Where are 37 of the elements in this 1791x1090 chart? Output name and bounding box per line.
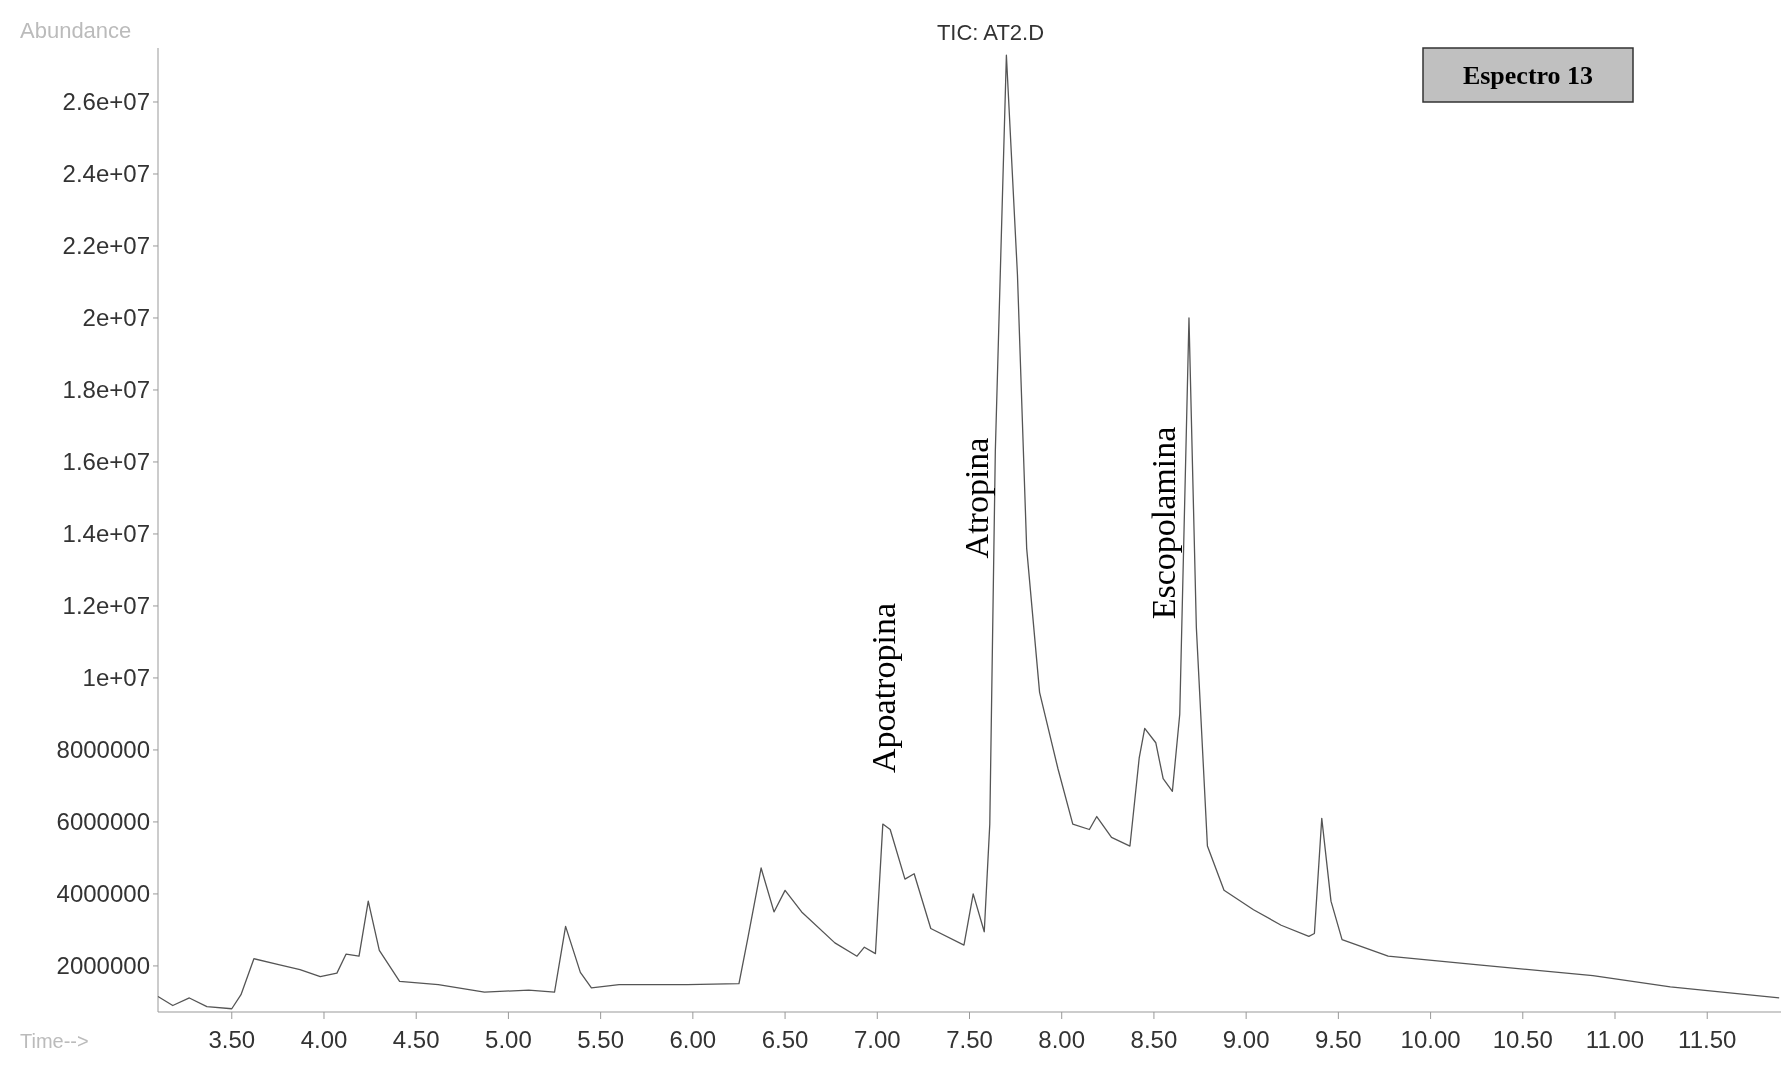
- x-tick-label: 5.50: [577, 1026, 624, 1053]
- x-tick-label: 6.50: [761, 1026, 809, 1053]
- x-tick-label: 4.50: [392, 1026, 440, 1053]
- y-axis-title: Abundance: [20, 18, 132, 43]
- annotation: Atropina: [957, 437, 995, 559]
- x-tick-label: 8.00: [1038, 1026, 1086, 1053]
- x-tick-label: 11.50: [1678, 1026, 1737, 1053]
- x-axis-title: Time-->: [20, 1030, 89, 1052]
- y-tick-label: 2000000: [56, 952, 150, 980]
- x-tick-label: 3.50: [208, 1026, 256, 1053]
- x-tick-label: 10.00: [1400, 1026, 1461, 1053]
- y-tick-label: 1.6e+07: [62, 448, 150, 476]
- x-tick-label: 5.00: [485, 1026, 532, 1053]
- chart-title: TIC: AT2.D: [936, 20, 1045, 45]
- x-tick-label: 8.50: [1130, 1026, 1178, 1053]
- y-tick-label: 6000000: [56, 808, 150, 836]
- x-tick-label: 9.50: [1315, 1026, 1362, 1053]
- annotation: Escopolamina: [1144, 426, 1182, 620]
- y-tick-label: 8000000: [56, 736, 150, 764]
- y-tick-label: 1e+07: [82, 664, 150, 692]
- x-tick-label: 7.50: [946, 1026, 993, 1053]
- y-tick-label: 4000000: [56, 880, 150, 908]
- x-tick-label: 6.00: [669, 1026, 717, 1053]
- x-tick-label: 9.00: [1222, 1026, 1270, 1053]
- y-tick-label: 1.4e+07: [62, 520, 150, 548]
- x-tick-label: 11.00: [1585, 1026, 1645, 1053]
- y-tick-label: 1.2e+07: [62, 592, 150, 620]
- annotation: Apoatropina: [864, 603, 902, 773]
- y-tick-label: 2.2e+07: [62, 232, 150, 260]
- x-tick-label: 7.00: [853, 1026, 901, 1053]
- y-tick-label: 2e+07: [82, 304, 150, 332]
- x-tick-label: 4.00: [300, 1026, 348, 1053]
- y-tick-label: 2.6e+07: [62, 88, 150, 116]
- annotation: Espectro 13: [1462, 61, 1594, 91]
- y-tick-label: 2.4e+07: [62, 160, 150, 188]
- y-tick-label: 1.8e+07: [62, 376, 150, 404]
- x-tick-label: 10.50: [1492, 1026, 1553, 1053]
